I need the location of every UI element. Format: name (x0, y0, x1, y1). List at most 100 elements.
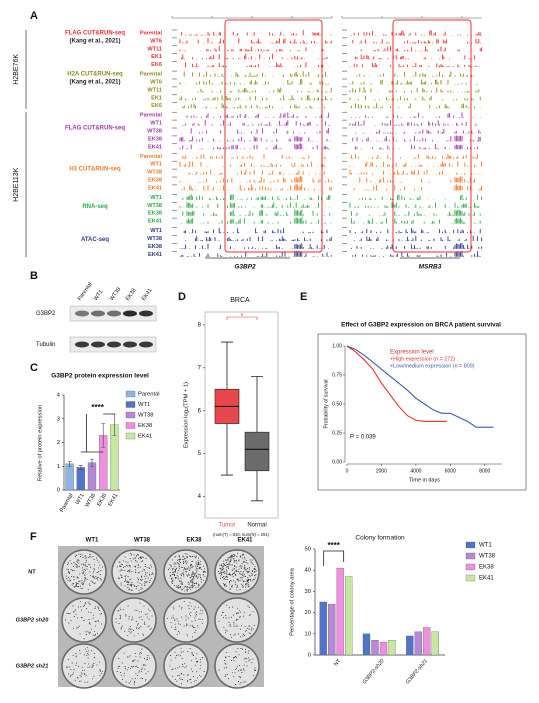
well (214, 643, 260, 689)
bar (328, 603, 336, 656)
track-signal (187, 169, 325, 175)
colonies (66, 647, 103, 684)
sample-label: WT11 (147, 46, 162, 52)
sample-label: EK38 (148, 177, 162, 183)
track-signal (357, 176, 476, 183)
well (214, 597, 260, 643)
sample-label: Parental (140, 113, 163, 119)
significance-bracket (80, 413, 115, 453)
lane-label: EK41 (141, 288, 154, 302)
chart-title: BRCA (230, 297, 250, 304)
column-label: WT1 (86, 538, 99, 544)
bar (388, 640, 396, 656)
x-tick-label: 0 (346, 468, 349, 474)
panel-label: E (300, 291, 307, 303)
track-signal (182, 194, 331, 200)
track-signal (179, 38, 332, 44)
chart-frame (317, 333, 527, 491)
sample-label: WT6 (150, 38, 162, 44)
row-label: NT (28, 569, 36, 575)
x-tick-label: 8000 (479, 468, 490, 474)
bar (345, 576, 353, 656)
track-signal (179, 202, 331, 208)
bar (371, 640, 379, 656)
colonies (169, 647, 205, 685)
box (244, 431, 270, 472)
track-signal (356, 71, 474, 77)
significance-bracket (226, 316, 258, 320)
well (163, 643, 209, 689)
y-tick-label: 0 (57, 488, 60, 494)
lane-label: WT1 (93, 289, 105, 302)
legend-label: EK41 (479, 576, 494, 582)
sample-label: Parental (140, 72, 163, 78)
y-tick-label: 1.00 (332, 343, 342, 349)
track-signal (353, 184, 483, 191)
plot-frame (204, 311, 279, 519)
track-signal (349, 228, 481, 234)
track-signal (353, 144, 478, 150)
track-signal (349, 95, 481, 101)
legend-label: WT38 (138, 413, 153, 419)
track-signal (352, 135, 481, 142)
panel-label: C (30, 362, 38, 374)
assay-label: FLAG CUT&RUN-seq (65, 126, 125, 132)
significance: * (241, 313, 244, 320)
colonies (218, 647, 256, 685)
track-signal (180, 87, 332, 93)
track-signal (180, 128, 329, 134)
track-signal (179, 161, 327, 167)
sample-label: WT38 (147, 203, 162, 209)
chart-title: Effect of G3BP2 expression on BRCA patie… (341, 322, 501, 329)
legend-label: EK38 (479, 565, 494, 571)
y-axis-label: Relative of protein expression (38, 405, 44, 481)
y-tick-label: 4 (198, 494, 202, 500)
y-tick-label: 0.75 (332, 372, 342, 378)
bar (319, 601, 327, 656)
chart-title: Colony formation (355, 535, 405, 542)
track-signal (352, 39, 481, 44)
gene-label: G3BP2 (234, 264, 256, 271)
sample-label: EK6 (151, 103, 162, 109)
band (123, 310, 137, 317)
band (139, 310, 153, 317)
colonies (116, 553, 154, 591)
band (91, 341, 105, 348)
bar (362, 633, 371, 656)
column-label: WT38 (134, 538, 151, 544)
column-label: EK41 (237, 538, 253, 544)
row-label: G3BP2 sh21 (16, 663, 49, 669)
y-tick-label: 20 (305, 610, 311, 616)
track-signal (349, 169, 483, 175)
assay-label: FLAG CUT&RUN-seq (65, 31, 125, 37)
track-signal (349, 161, 483, 167)
track-signal (180, 30, 332, 36)
x-tick-label: EK38 (96, 493, 108, 508)
sample-label: WT1 (150, 121, 162, 127)
track-signal (350, 112, 481, 118)
assay-label: RNA-seq (82, 204, 108, 210)
bar (336, 567, 344, 656)
footnote: (num(T) = 810; num(N) = 291) (213, 532, 270, 537)
legend-label: +Low/medium expression (n = 809) (390, 363, 475, 369)
track-signal (179, 143, 332, 150)
legend-label: EK38 (138, 423, 152, 429)
x-tick-label: 2000 (376, 468, 387, 474)
bar (423, 627, 431, 656)
x-tick-label: WT38 (84, 493, 97, 509)
track-signal (183, 228, 328, 234)
band (75, 310, 89, 317)
citation: (Kang et al., 2021) (69, 38, 120, 44)
panel-label: A (30, 10, 38, 22)
x-axis-label: Time in days (409, 477, 440, 483)
track-signal (179, 250, 332, 257)
lane-label: EK38 (125, 288, 138, 302)
y-tick-label: 0.25 (332, 430, 342, 436)
lane-label: WT38 (109, 287, 122, 302)
track-signal (350, 243, 483, 249)
track-signal (350, 217, 481, 224)
legend-swatch (125, 401, 136, 408)
sample-label: EK38 (148, 136, 162, 142)
error-bar (78, 465, 83, 470)
well (214, 549, 260, 595)
